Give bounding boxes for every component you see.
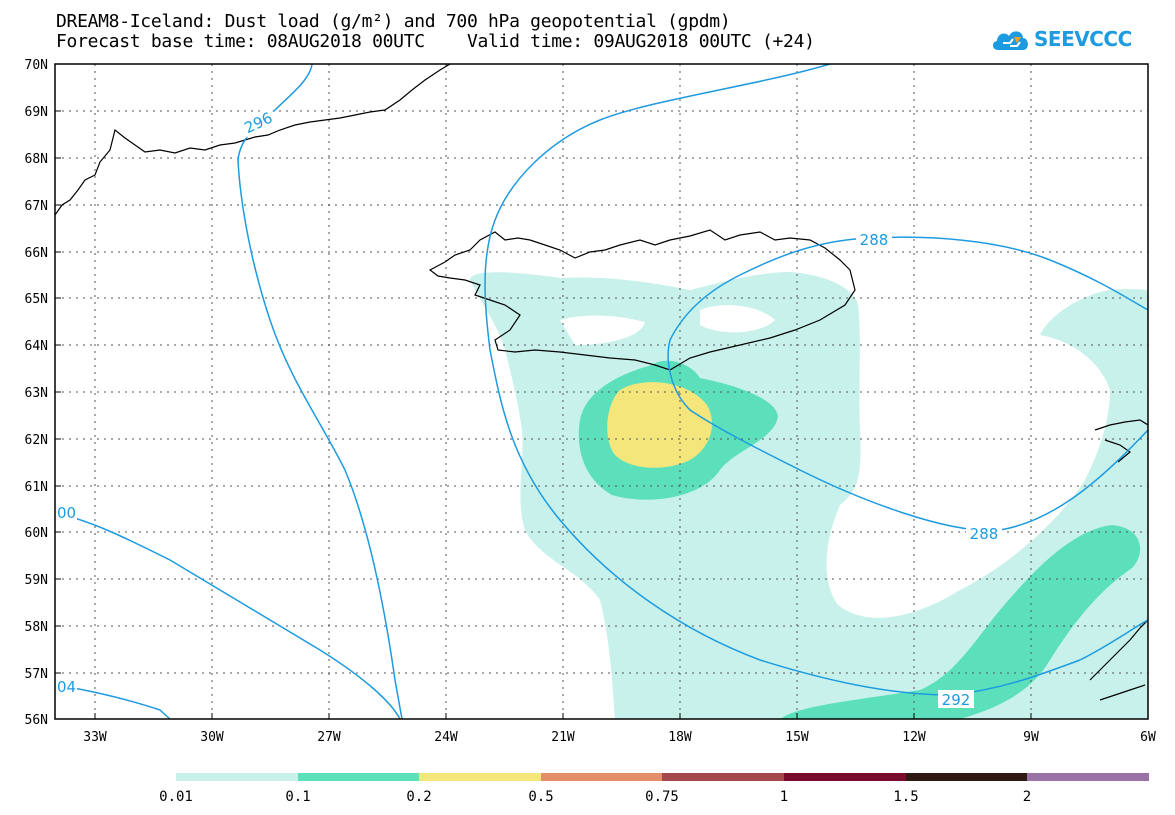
colorbar-label-1: 1 bbox=[780, 789, 788, 805]
lat-label-63n: 63N bbox=[25, 386, 48, 401]
lon-label-27w: 27W bbox=[317, 730, 341, 745]
colorbar-label-2: 2 bbox=[1023, 789, 1031, 805]
logo-text: SEEVCCC bbox=[1034, 27, 1132, 51]
colorbar-swatch-3 bbox=[419, 773, 541, 781]
seevccc-logo: SEEVCCC bbox=[990, 22, 1132, 56]
contour-label-300: 00 bbox=[57, 504, 76, 522]
lat-label-61n: 61N bbox=[25, 480, 48, 495]
coastlines bbox=[55, 64, 1148, 701]
colorbar-label-0.2: 0.2 bbox=[406, 789, 431, 805]
cloud-logo-icon bbox=[992, 31, 1028, 50]
contour-label-292: 292 bbox=[942, 691, 971, 709]
contour-labels: 296 288 288 292 00 04 bbox=[55, 106, 1002, 709]
lon-label-30w: 30W bbox=[200, 730, 224, 745]
longitude-axis: 33W 30W 27W 24W 21W 18W 15W 12W 9W 6W bbox=[83, 713, 1156, 745]
colorbar-label-0.5: 0.5 bbox=[528, 789, 553, 805]
map-title-line2: Forecast base time: 08AUG2018 00UTC Vali… bbox=[56, 31, 815, 52]
lon-label-21w: 21W bbox=[551, 730, 575, 745]
scotland-coast bbox=[1089, 619, 1148, 701]
lon-label-18w: 18W bbox=[668, 730, 692, 745]
iceland-coast bbox=[428, 229, 856, 371]
map-grid bbox=[55, 64, 1148, 719]
dust-band-southeast bbox=[780, 525, 1141, 719]
lon-label-12w: 12W bbox=[902, 730, 926, 745]
lon-label-9w: 9W bbox=[1023, 730, 1039, 745]
lat-label-64n: 64N bbox=[25, 339, 48, 354]
faroe-coast bbox=[1094, 419, 1148, 463]
lat-label-56n: 56N bbox=[25, 713, 48, 728]
colorbar-swatch-6 bbox=[784, 773, 906, 781]
lon-label-6w: 6W bbox=[1140, 730, 1156, 745]
lon-label-24w: 24W bbox=[434, 730, 458, 745]
contour-label-304: 04 bbox=[57, 678, 76, 696]
lat-label-65n: 65N bbox=[25, 292, 48, 307]
colorbar-label-0.1: 0.1 bbox=[285, 789, 310, 805]
lat-label-69n: 69N bbox=[25, 105, 48, 120]
contour-292 bbox=[484, 64, 1148, 696]
colorbar-label-1.5: 1.5 bbox=[893, 789, 918, 805]
colorbar-swatch-8 bbox=[1027, 773, 1149, 781]
colorbar-swatch-1 bbox=[176, 773, 298, 781]
lat-label-62n: 62N bbox=[25, 433, 48, 448]
greenland-coast bbox=[55, 64, 451, 216]
colorbar-swatch-4 bbox=[541, 773, 662, 781]
latitude-axis: 70N 69N 68N 67N 66N 65N 64N 63N 62N 61N … bbox=[25, 58, 61, 728]
colorbar-swatch-2 bbox=[298, 773, 419, 781]
lon-label-33w: 33W bbox=[83, 730, 107, 745]
colorbar-label-0.01: 0.01 bbox=[159, 789, 193, 805]
colorbar: 0.01 0.1 0.2 0.5 0.75 1 1.5 2 bbox=[159, 773, 1149, 805]
contour-label-288-south: 288 bbox=[970, 525, 999, 543]
colorbar-label-0.75: 0.75 bbox=[645, 789, 679, 805]
lon-label-15w: 15W bbox=[785, 730, 809, 745]
lat-label-68n: 68N bbox=[25, 152, 48, 167]
contour-label-288-north: 288 bbox=[860, 231, 889, 249]
dust-gap-south-iceland bbox=[560, 315, 645, 345]
lat-label-67n: 67N bbox=[25, 199, 48, 214]
lat-label-59n: 59N bbox=[25, 573, 48, 588]
map-plot-area: 296 288 288 292 00 04 bbox=[55, 64, 1148, 719]
dust-gap-east bbox=[700, 305, 775, 333]
lat-label-70n: 70N bbox=[25, 58, 48, 73]
dust-area-level3 bbox=[607, 382, 712, 468]
lat-label-58n: 58N bbox=[25, 620, 48, 635]
colorbar-swatch-7 bbox=[906, 773, 1027, 781]
contour-300 bbox=[55, 512, 401, 719]
lat-label-66n: 66N bbox=[25, 246, 48, 261]
map-title-line1: DREAM8-Iceland: Dust load (g/m²) and 700… bbox=[56, 11, 731, 32]
lat-label-57n: 57N bbox=[25, 667, 48, 682]
colorbar-swatch-5 bbox=[662, 773, 784, 781]
lat-label-60n: 60N bbox=[25, 526, 48, 541]
